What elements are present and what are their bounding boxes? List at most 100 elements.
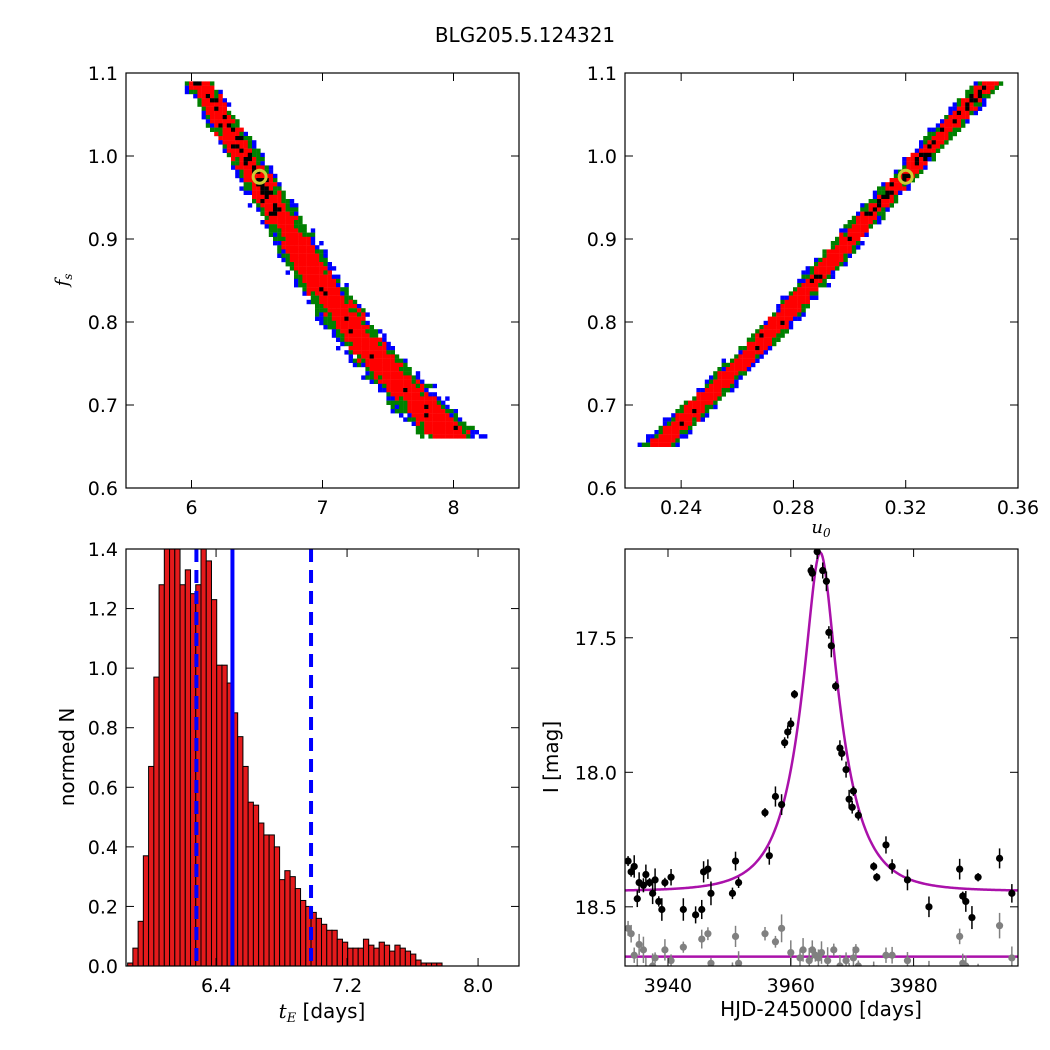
density-cell — [709, 383, 714, 389]
density-cell — [331, 283, 337, 288]
density-cell — [927, 131, 932, 137]
density-cell — [969, 106, 974, 111]
density-cell — [382, 379, 387, 384]
density-cell — [222, 115, 227, 120]
black-data-point — [704, 865, 712, 873]
density-cell — [390, 371, 395, 376]
density-cell — [415, 417, 421, 422]
black-data-point — [888, 862, 896, 871]
density-cell — [432, 413, 437, 418]
density-cell — [734, 383, 739, 389]
density-cell — [436, 430, 442, 435]
density-cell — [793, 308, 798, 313]
density-cell — [289, 253, 295, 258]
density-cell — [302, 274, 307, 279]
density-cell — [268, 199, 274, 204]
histogram-bar — [247, 801, 254, 966]
density-cell — [231, 127, 236, 132]
density-cell — [868, 224, 873, 229]
density-cell — [809, 295, 815, 300]
density-cell — [839, 249, 844, 254]
black-data-point — [627, 868, 635, 876]
density-cell — [331, 287, 337, 292]
grey-data-point — [635, 940, 643, 949]
density-cell — [696, 404, 701, 410]
black-data-point — [661, 879, 669, 887]
density-cell — [373, 367, 379, 372]
density-cell — [382, 388, 387, 393]
histogram-bar — [336, 938, 343, 966]
density-cell — [357, 337, 362, 342]
density-cell — [965, 94, 970, 99]
density-cell — [369, 379, 374, 384]
density-cell — [289, 257, 295, 263]
histogram-bar — [326, 929, 333, 966]
y-ticks-panel1: 0.60.70.80.91.01.1 — [88, 63, 519, 500]
density-cell — [696, 400, 701, 405]
density-cell — [805, 266, 810, 271]
density-cell — [273, 203, 278, 208]
density-cell — [704, 404, 710, 410]
black-data-point — [707, 889, 715, 897]
density-cell — [281, 257, 286, 263]
density-cell — [667, 438, 672, 443]
density-cell — [734, 354, 739, 359]
density-cell — [394, 358, 400, 363]
black-data-point — [813, 549, 821, 556]
black-data-point — [651, 876, 659, 884]
density-cell — [667, 430, 672, 435]
density-cell — [944, 136, 949, 141]
density-cell — [226, 144, 232, 149]
density-cell — [428, 404, 433, 410]
density-cell — [805, 304, 810, 309]
panel-fs-vs-u0: 0.24 0.28 0.32 0.36 0.60.70.80.91.01.1 u0 — [587, 63, 1039, 540]
density-cell — [336, 287, 341, 292]
density-cell — [864, 203, 869, 208]
density-cell — [738, 362, 743, 368]
density-cell — [285, 262, 290, 267]
y-tick-label: 1.1 — [587, 63, 617, 85]
density-cell — [231, 165, 236, 170]
density-cell — [851, 228, 857, 233]
black-data-point — [827, 642, 835, 650]
density-cell — [835, 253, 840, 258]
density-cell — [986, 85, 991, 90]
density-cell — [386, 362, 391, 368]
density-cell — [881, 215, 886, 221]
density-cell — [428, 396, 433, 401]
density-cell — [721, 388, 726, 393]
density-cell — [797, 283, 802, 288]
density-cell — [222, 140, 227, 145]
density-cell — [226, 127, 232, 132]
microlensing-model-curve — [625, 551, 1018, 892]
density-cell — [864, 220, 869, 225]
density-cell — [860, 207, 865, 212]
density-cell — [243, 152, 248, 158]
density-cell — [218, 140, 223, 145]
density-cell — [662, 430, 668, 435]
density-cell — [445, 421, 450, 426]
density-cell — [415, 421, 421, 426]
density-cell — [315, 291, 320, 296]
density-cell — [818, 262, 823, 267]
density-cell — [369, 341, 374, 347]
black-data-point — [808, 569, 816, 577]
density-cell — [348, 316, 353, 321]
density-cell — [403, 388, 408, 393]
density-cell — [969, 98, 974, 103]
density-cell — [319, 253, 324, 258]
density-cell — [755, 350, 760, 355]
histogram-bar — [300, 899, 307, 966]
histogram-bars — [127, 549, 443, 966]
density-cell — [906, 178, 911, 183]
density-cell — [453, 417, 458, 422]
density-cell — [294, 220, 299, 225]
density-cell — [662, 425, 668, 431]
density-cell — [281, 203, 286, 208]
density-cell — [260, 203, 265, 208]
density-cell — [252, 182, 257, 187]
density-cell — [751, 362, 756, 368]
density-cell — [403, 396, 408, 401]
density-cell — [407, 396, 412, 401]
